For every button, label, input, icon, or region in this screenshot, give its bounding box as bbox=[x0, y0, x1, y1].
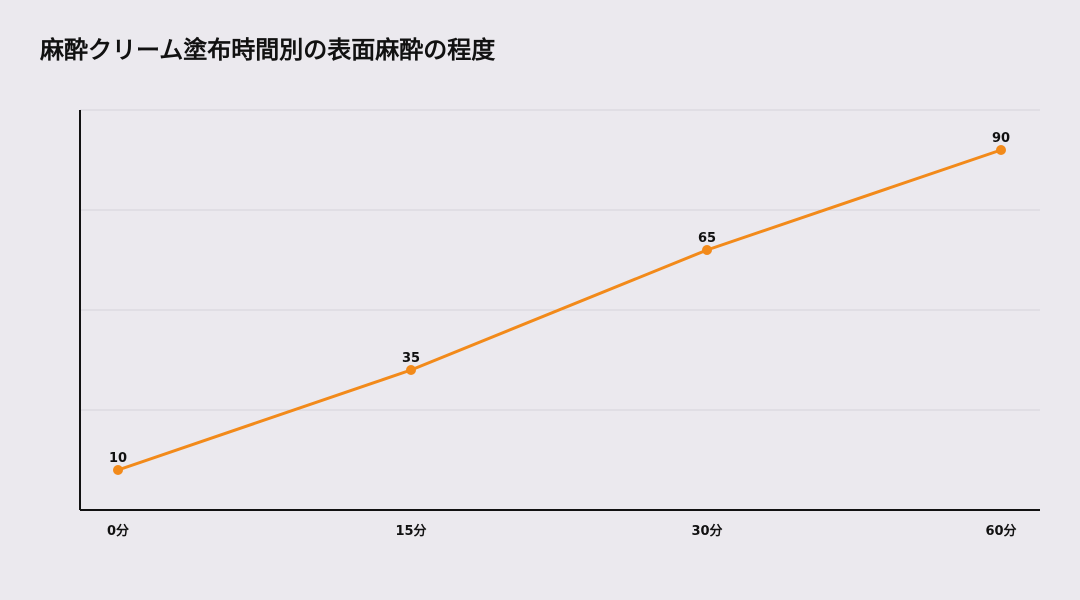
data-label: 10 bbox=[109, 451, 127, 466]
x-tick-label: 30分 bbox=[691, 523, 722, 539]
x-tick-labels: 0分 15分 30分 60分 bbox=[107, 523, 1017, 539]
series-line bbox=[116, 148, 1003, 472]
data-point bbox=[702, 245, 712, 255]
x-tick-label: 60分 bbox=[985, 523, 1016, 539]
data-label: 35 bbox=[402, 351, 420, 366]
axes bbox=[79, 110, 1040, 511]
data-point bbox=[996, 145, 1006, 155]
data-point bbox=[406, 365, 416, 375]
x-tick-label: 0分 bbox=[107, 523, 129, 539]
data-point bbox=[113, 465, 123, 475]
chart-title: 麻酔クリーム塗布時間別の表面麻酔の程度 bbox=[40, 36, 496, 64]
series: 10 35 65 90 bbox=[109, 131, 1010, 475]
data-label: 65 bbox=[698, 231, 716, 246]
x-tick-label: 15分 bbox=[395, 523, 426, 539]
data-label: 90 bbox=[992, 131, 1010, 146]
grid-lines bbox=[80, 109, 1040, 411]
